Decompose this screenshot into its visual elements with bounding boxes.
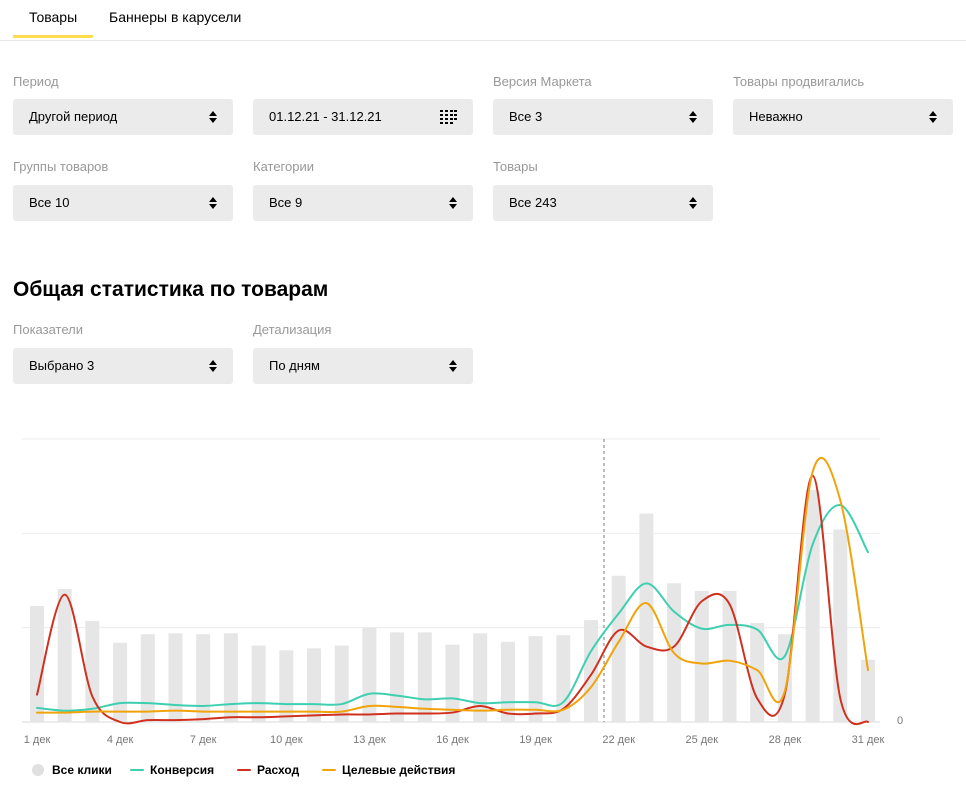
bar-7 дек: [196, 634, 211, 722]
sort-arrows-icon: [449, 360, 457, 372]
detail-select[interactable]: По дням: [253, 348, 473, 384]
bar-9 дек: [251, 645, 266, 722]
x-tick-label: 1 дек: [24, 734, 51, 746]
categories-select[interactable]: Все 9: [253, 185, 473, 221]
promoted-label: Товары продвигались: [733, 74, 865, 89]
series-line-2: [36, 474, 869, 726]
detail-value: По дням: [269, 358, 320, 373]
sort-arrows-icon: [689, 111, 697, 123]
sort-arrows-icon: [209, 197, 217, 209]
detail-label: Детализация: [253, 322, 332, 337]
bar-26 дек: [722, 590, 737, 722]
bar-29 дек: [805, 489, 820, 722]
bar-6 дек: [168, 633, 183, 722]
period-label: Период: [13, 74, 59, 89]
market-version-value: Все 3: [509, 109, 543, 124]
x-tick-label: 19 дек: [519, 734, 552, 746]
tab-products[interactable]: Товары: [13, 0, 93, 38]
bar-25 дек: [694, 590, 709, 722]
bar-31 дек: [861, 659, 875, 722]
date-range-picker[interactable]: 01.12.21 - 31.12.21: [253, 99, 473, 135]
series-line-3: [36, 456, 869, 714]
bar-23 дек: [639, 513, 654, 722]
bar-8 дек: [223, 633, 238, 722]
indicators-select[interactable]: Выбрано 3: [13, 348, 233, 384]
sort-arrows-icon: [449, 197, 457, 209]
bar-21 дек: [584, 620, 598, 722]
groups-select[interactable]: Все 10: [13, 185, 233, 221]
x-tick-label: 22 дек: [602, 734, 635, 746]
y-tick-label: 0: [897, 715, 903, 727]
bar-2 дек: [57, 588, 72, 722]
bar-4 дек: [113, 642, 128, 722]
statistics-chart[interactable]: 1 дек 4 дек 7 дек 10 дек 13 дек 16 дек 19 дек 2…: [0, 425, 966, 755]
x-tick-label: 13 дек: [353, 734, 386, 746]
indicators-value: Выбрано 3: [29, 358, 95, 373]
x-tick-label: 16 дек: [436, 734, 469, 746]
bar-27 дек: [750, 622, 765, 722]
section-title: Общая статистика по товарам: [13, 278, 329, 301]
bar-20 дек: [556, 635, 571, 722]
bar-22 дек: [611, 575, 626, 722]
tab-carousel-banners[interactable]: Баннеры в карусели: [109, 9, 242, 25]
tab-bar: Товары Баннеры в карусели: [0, 0, 966, 41]
sort-arrows-icon: [929, 111, 937, 123]
x-tick-label: 4 дек: [107, 734, 134, 746]
indicators-label: Показатели: [13, 322, 83, 337]
legend-line-icon: [130, 769, 144, 771]
bar-13 дек: [362, 627, 377, 722]
period-select[interactable]: Другой период: [13, 99, 233, 135]
groups-label: Группы товаров: [13, 159, 109, 174]
legend-line-icon: [322, 769, 336, 771]
calendar-grid-icon: [440, 110, 457, 124]
bar-5 дек: [140, 634, 155, 722]
bar-14 дек: [390, 632, 405, 722]
x-tick-label: 28 дек: [769, 734, 802, 746]
bar-3 дек: [85, 621, 100, 722]
legend-dot-icon: [32, 764, 44, 776]
products-label: Товары: [493, 159, 538, 174]
date-range-value: 01.12.21 - 31.12.21: [269, 109, 382, 124]
bar-1 дек: [30, 605, 44, 722]
promoted-select[interactable]: Неважно: [733, 99, 953, 135]
products-value: Все 243: [509, 195, 557, 210]
market-version-select[interactable]: Все 3: [493, 99, 713, 135]
x-tick-label: 10 дек: [270, 734, 303, 746]
legend-line-icon: [237, 769, 251, 771]
bar-30 дек: [833, 529, 848, 722]
promoted-value: Неважно: [749, 109, 803, 124]
x-tick-label: 25 дек: [685, 734, 718, 746]
sort-arrows-icon: [209, 360, 217, 372]
categories-label: Категории: [253, 159, 314, 174]
sort-arrows-icon: [209, 111, 217, 123]
products-select[interactable]: Все 243: [493, 185, 713, 221]
x-tick-label: 7 дек: [190, 734, 217, 746]
market-version-label: Версия Маркета: [493, 74, 592, 89]
bar-17 дек: [473, 633, 488, 722]
period-value: Другой период: [29, 109, 118, 124]
categories-value: Все 9: [269, 195, 303, 210]
bar-16 дек: [445, 644, 460, 722]
groups-value: Все 10: [29, 195, 70, 210]
sort-arrows-icon: [689, 197, 697, 209]
x-tick-label: 31 дек: [852, 734, 885, 746]
bar-19 дек: [528, 636, 543, 722]
